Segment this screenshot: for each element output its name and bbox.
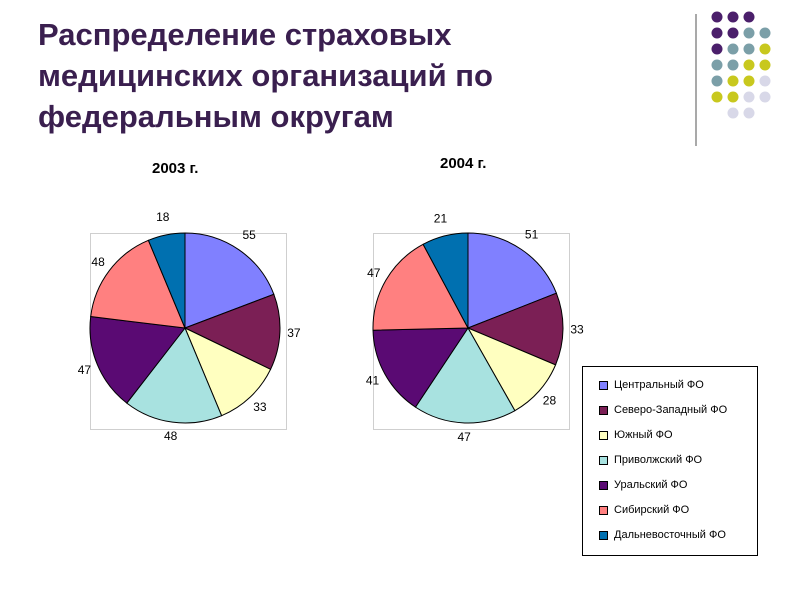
legend-label: Сибирский ФО: [614, 504, 690, 516]
legend-swatch: [599, 430, 608, 440]
legend-swatch: [599, 455, 608, 465]
legend-label: Уральский ФО: [614, 479, 688, 491]
pie-data-label: 37: [287, 326, 301, 340]
pie-slice: [372, 327, 469, 408]
pie-slice: [183, 293, 281, 371]
pie-slice: [184, 326, 272, 417]
title-line-2: медицинских организаций по: [38, 58, 493, 93]
pie-slice: [466, 292, 564, 366]
pie-data-label: 47: [367, 266, 381, 280]
divider-line: [695, 14, 697, 146]
legend-item-northwest: Северо-Западный ФО: [599, 404, 727, 416]
pie-data-label: 33: [253, 400, 267, 414]
legend-item-south: Южный ФО: [599, 429, 673, 441]
pie-data-label: 48: [164, 429, 178, 443]
pie-data-label: 33: [570, 322, 584, 336]
pie-slice: [467, 232, 558, 329]
legend-label: Дальневосточный ФО: [614, 529, 726, 541]
legend-label: Приволжский ФО: [614, 454, 703, 466]
legend-swatch: [599, 505, 608, 515]
legend-item-siberia: Сибирский ФО: [599, 504, 689, 516]
pie-data-label: 48: [91, 255, 105, 269]
pie-slice: [184, 232, 275, 329]
pie-data-label: 51: [525, 228, 539, 242]
legend-label: Южный ФО: [614, 429, 673, 441]
pie-slice: [372, 243, 469, 331]
page-title: Распределение страховых медицинских орга…: [38, 14, 598, 137]
title-line-3: федеральным округам: [38, 99, 394, 134]
pie-data-label: 18: [156, 210, 170, 224]
pie-slice: [89, 315, 186, 404]
pie-slice: [147, 232, 186, 329]
legend-label: Северо-Западный ФО: [614, 404, 728, 416]
chart-title-2004: 2004 г.: [440, 155, 487, 172]
legend-label: Центральный ФО: [614, 379, 704, 391]
pie-slice: [414, 327, 516, 424]
pie-data-label: 41: [366, 374, 380, 388]
legend-item-central: Центральный ФО: [599, 379, 704, 391]
pie-data-label: 55: [243, 228, 257, 242]
pie-data-label: 47: [78, 363, 92, 377]
pie-data-label: 47: [457, 430, 471, 444]
chart-title-2003: 2003 г.: [152, 160, 199, 177]
legend-item-ural: Уральский ФО: [599, 479, 687, 491]
pie-slice: [126, 327, 223, 424]
pie-data-label: 21: [434, 211, 448, 225]
legend-item-volga: Приволжский ФО: [599, 454, 702, 466]
chart-legend: Центральный ФО Северо-Западный ФО Южный …: [582, 366, 758, 556]
legend-swatch: [599, 405, 608, 415]
legend-swatch: [599, 480, 608, 490]
legend-swatch: [599, 380, 608, 390]
pie-slice: [90, 239, 186, 329]
legend-item-fareast: Дальневосточный ФО: [599, 529, 726, 541]
title-line-1: Распределение страховых: [38, 17, 452, 52]
legend-swatch: [599, 530, 608, 540]
pie-slice: [422, 232, 469, 329]
pie-data-label: 28: [543, 393, 557, 407]
